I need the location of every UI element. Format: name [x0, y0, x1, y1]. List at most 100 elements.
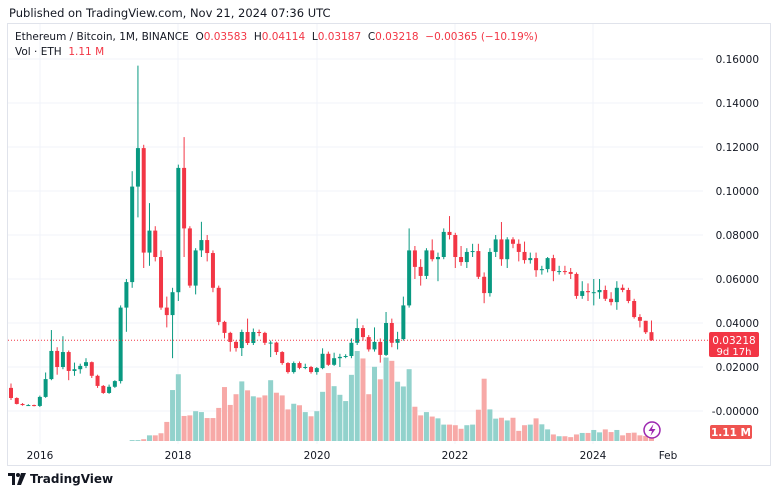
time-tick-label: 2024: [580, 450, 607, 462]
tradingview-logo-icon: [8, 473, 26, 485]
candle: [343, 354, 348, 359]
candle: [332, 352, 337, 366]
candle: [251, 328, 256, 345]
candle-body: [159, 257, 164, 308]
candle-body: [314, 368, 319, 373]
candle-body: [597, 290, 602, 293]
candle: [309, 365, 314, 374]
volume-bar: [158, 433, 164, 441]
candle-body: [418, 266, 423, 276]
candle-body: [37, 396, 42, 406]
volume-bar: [164, 421, 170, 441]
price-tick-label: 0.16000: [716, 54, 759, 66]
volume-bar: [406, 369, 412, 441]
candle-body: [562, 271, 567, 273]
candle: [314, 367, 319, 375]
volume-bar: [273, 392, 279, 441]
candle: [199, 221, 204, 257]
candle: [84, 358, 89, 369]
candle-body: [591, 292, 596, 294]
candle: [632, 298, 637, 319]
candle: [545, 257, 550, 273]
candle: [124, 279, 129, 332]
candle: [187, 226, 192, 288]
lightning-icon[interactable]: [643, 421, 661, 439]
volume-bar: [400, 386, 406, 441]
volume-label[interactable]: Vol · ETH: [15, 46, 62, 58]
candle-body: [516, 243, 521, 252]
volume-bar: [614, 429, 620, 441]
volume-bar: [435, 418, 441, 441]
volume-bar: [493, 418, 499, 441]
candle: [401, 296, 406, 341]
candle: [597, 279, 602, 299]
candle-body: [170, 292, 175, 316]
candle: [303, 363, 308, 370]
candle-body: [32, 405, 37, 407]
volume-bar: [429, 416, 435, 441]
high-label: H: [253, 31, 262, 43]
volume-bar: [337, 394, 343, 441]
candle-body: [78, 365, 83, 370]
volume-bar: [297, 405, 302, 441]
volume-bar: [146, 435, 152, 441]
volume-bar: [129, 440, 135, 441]
volume-bar: [198, 412, 204, 441]
candle: [459, 246, 464, 266]
candle-body: [614, 287, 619, 303]
volume-bar: [256, 397, 262, 441]
chart-frame: [7, 23, 771, 466]
volume-bar: [187, 415, 193, 441]
candle-body: [649, 332, 654, 341]
candle: [580, 281, 585, 299]
volume-bar: [343, 401, 349, 441]
bar-countdown: 9d 17h: [717, 347, 752, 358]
candle-body: [262, 332, 267, 343]
price-tick-label: 0.02000: [716, 362, 759, 374]
candle: [176, 164, 181, 301]
candle-body: [135, 148, 140, 187]
candle-body: [551, 258, 556, 272]
candle-body: [60, 352, 65, 367]
candle: [378, 338, 383, 363]
volume-bar: [504, 420, 510, 441]
volume-bar: [250, 396, 256, 441]
candle: [487, 248, 492, 297]
candle-body: [332, 358, 337, 365]
change-value: −0.00365 (−10.19%): [425, 31, 538, 43]
candle-body: [222, 321, 227, 333]
volume-bar: [227, 404, 233, 441]
volume-value: 1.11 M: [68, 46, 105, 58]
candle-body: [603, 290, 608, 299]
volume-bar: [314, 411, 320, 441]
candle: [551, 254, 556, 282]
volume-bar: [556, 436, 562, 441]
candle: [476, 243, 481, 279]
volume-bar: [366, 394, 372, 441]
footer-brand[interactable]: TradingView: [8, 472, 113, 486]
volume-bar: [516, 430, 522, 441]
volume-bar: [441, 424, 447, 441]
symbol-title[interactable]: Ethereum / Bitcoin, 1M, BINANCE: [15, 31, 189, 43]
candle: [32, 404, 37, 407]
candle-body: [395, 339, 400, 343]
candle: [164, 296, 169, 328]
low-label: L: [311, 31, 318, 43]
candle: [26, 404, 31, 407]
candle-body: [210, 253, 215, 288]
volume-tag-bg: [710, 425, 752, 439]
candles: [9, 65, 654, 408]
candle: [591, 279, 596, 306]
candle: [222, 320, 227, 339]
volume-bar: [539, 424, 545, 441]
candle: [534, 252, 539, 277]
volume-bar: [302, 412, 308, 441]
price-tick-label: 0.08000: [716, 230, 759, 242]
candle: [643, 320, 648, 334]
volume-bar: [591, 429, 597, 441]
candle-body: [257, 332, 262, 334]
volume-bar: [210, 418, 216, 441]
candle-body: [164, 307, 169, 316]
volume-bar: [245, 390, 251, 441]
